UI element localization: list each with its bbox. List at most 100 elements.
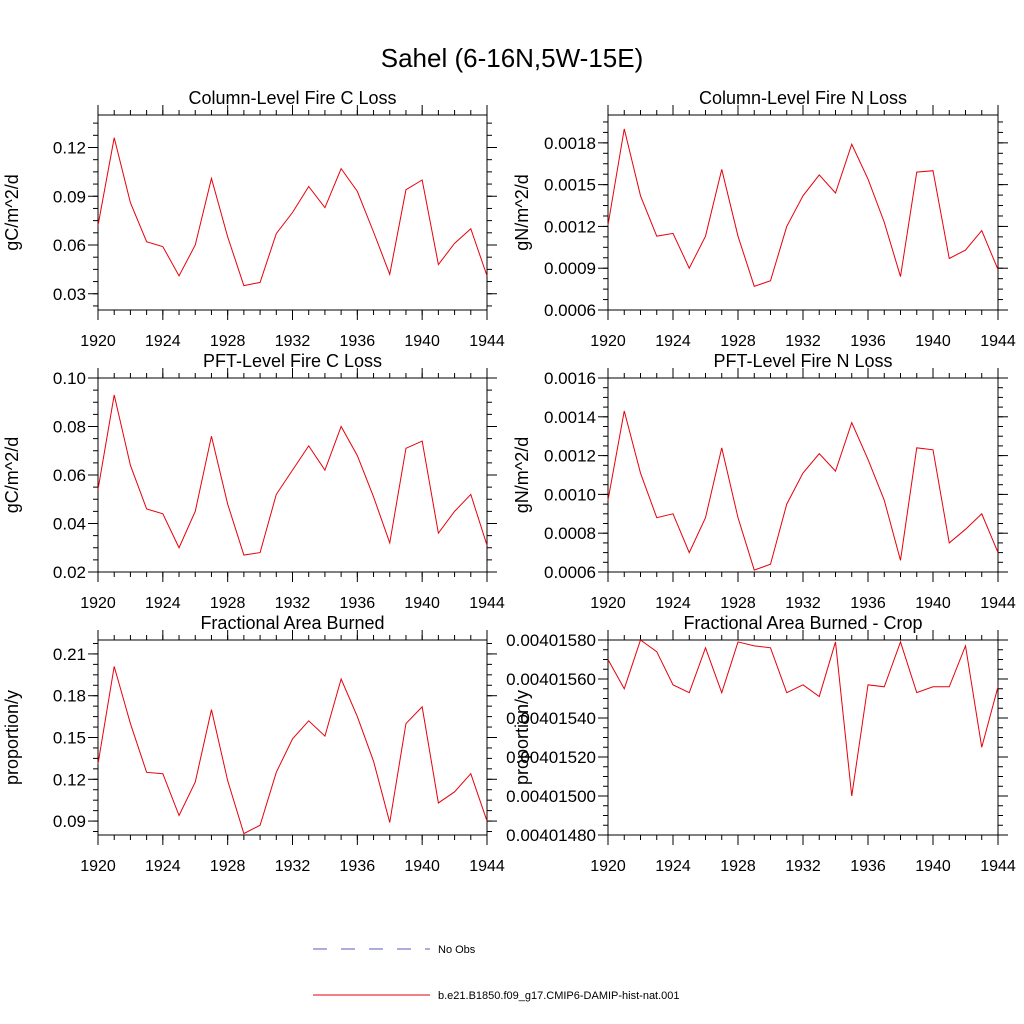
y-tick-label: 0.00401500 bbox=[506, 787, 596, 806]
x-tick-label: 1924 bbox=[655, 858, 691, 875]
legend: No Obs b.e21.B1850.f09_g17.CMIP6-DAMIP-h… bbox=[313, 944, 680, 1002]
y-axis-label: proportion/y bbox=[2, 690, 22, 785]
x-tick-label: 1936 bbox=[340, 333, 376, 350]
x-tick-label: 1944 bbox=[980, 595, 1016, 612]
panel-title: PFT-Level Fire C Loss bbox=[203, 351, 382, 371]
x-tick-label: 1920 bbox=[80, 595, 116, 612]
x-tick-label: 1924 bbox=[145, 333, 181, 350]
y-tick-label: 0.0006 bbox=[544, 301, 596, 320]
panel-title: Column-Level Fire N Loss bbox=[699, 88, 907, 108]
chart-panel-4: 1920 1924 1928 1932 1936 1940 1944 0.0006 0.0008… bbox=[512, 351, 1016, 612]
y-tick-label: 0.12 bbox=[53, 139, 86, 158]
y-tick-label: 0.15 bbox=[53, 729, 86, 748]
x-tick-label: 1920 bbox=[590, 333, 626, 350]
y-tick-label: 0.04 bbox=[53, 515, 86, 534]
y-tick-label: 0.09 bbox=[53, 812, 86, 831]
x-tick-label: 1932 bbox=[275, 595, 311, 612]
y-tick-label: 0.02 bbox=[53, 563, 86, 582]
x-tick-label: 1940 bbox=[915, 333, 951, 350]
series-line bbox=[97, 666, 488, 835]
panels: 1920 1924 1928 1932 1936 1940 1944 0.03 0.06 0.09… bbox=[2, 88, 1016, 875]
plot-frame bbox=[607, 639, 999, 836]
x-tick-label: 1936 bbox=[340, 858, 376, 875]
x-tick-label: 1940 bbox=[404, 595, 440, 612]
x-tick-label: 1932 bbox=[785, 595, 821, 612]
y-tick-label: 0.03 bbox=[53, 285, 86, 304]
x-tick-label: 1936 bbox=[340, 595, 376, 612]
series-line bbox=[607, 128, 999, 287]
plot-frame bbox=[607, 377, 999, 573]
y-axis-label: gC/m^2/d bbox=[2, 437, 22, 513]
x-tick-label: 1944 bbox=[469, 595, 505, 612]
y-tick-label: 0.09 bbox=[53, 187, 86, 206]
x-tick-label: 1944 bbox=[980, 333, 1016, 350]
x-tick-label: 1940 bbox=[404, 333, 440, 350]
legend-label-model: b.e21.B1850.f09_g17.CMIP6-DAMIP-hist-nat… bbox=[438, 990, 680, 1002]
x-tick-label: 1940 bbox=[915, 858, 951, 875]
x-tick-label: 1920 bbox=[590, 595, 626, 612]
x-tick-label: 1932 bbox=[785, 333, 821, 350]
series-line bbox=[607, 639, 999, 797]
y-axis-label: proportion/y bbox=[512, 690, 532, 785]
y-tick-label: 0.0014 bbox=[544, 408, 596, 427]
y-tick-label: 0.00401540 bbox=[506, 709, 596, 728]
y-tick-label: 0.10 bbox=[53, 369, 86, 388]
x-tick-label: 1924 bbox=[145, 595, 181, 612]
x-tick-label: 1920 bbox=[80, 858, 116, 875]
series-line bbox=[97, 137, 488, 287]
chart-panel-1: 1920 1924 1928 1932 1936 1940 1944 0.03 0.06 0.09… bbox=[2, 88, 505, 350]
y-tick-label: 0.0009 bbox=[544, 259, 596, 278]
y-tick-label: 0.0012 bbox=[544, 217, 596, 236]
y-tick-label: 0.0012 bbox=[544, 447, 596, 466]
panel-title: Fractional Area Burned bbox=[200, 613, 384, 633]
y-tick-label: 0.0018 bbox=[544, 134, 596, 153]
x-tick-label: 1928 bbox=[210, 333, 246, 350]
x-tick-label: 1936 bbox=[850, 595, 886, 612]
x-tick-label: 1924 bbox=[145, 858, 181, 875]
y-tick-label: 0.06 bbox=[53, 466, 86, 485]
y-axis-label: gC/m^2/d bbox=[2, 174, 22, 250]
x-tick-label: 1932 bbox=[275, 858, 311, 875]
y-tick-label: 0.00401520 bbox=[506, 748, 596, 767]
x-tick-label: 1940 bbox=[404, 858, 440, 875]
series-line bbox=[607, 410, 999, 571]
plot-frame bbox=[97, 639, 488, 836]
legend-label-no-obs: No Obs bbox=[438, 944, 476, 956]
y-tick-label: 0.0006 bbox=[544, 563, 596, 582]
x-tick-label: 1940 bbox=[915, 595, 951, 612]
x-tick-label: 1944 bbox=[980, 858, 1016, 875]
figure-title: Sahel (6-16N,5W-15E) bbox=[381, 43, 644, 73]
y-tick-label: 0.00401480 bbox=[506, 826, 596, 845]
x-tick-label: 1936 bbox=[850, 333, 886, 350]
panel-title: PFT-Level Fire N Loss bbox=[713, 351, 892, 371]
y-tick-label: 0.12 bbox=[53, 770, 86, 789]
x-tick-label: 1936 bbox=[850, 858, 886, 875]
plot-frame bbox=[97, 377, 488, 573]
x-tick-label: 1920 bbox=[80, 333, 116, 350]
plot-frame bbox=[607, 114, 999, 311]
y-tick-label: 0.00401580 bbox=[506, 631, 596, 650]
y-tick-label: 0.21 bbox=[53, 645, 86, 664]
chart-panel-5: 1920 1924 1928 1932 1936 1940 1944 0.09 0.12 0.15… bbox=[2, 613, 505, 875]
x-tick-label: 1928 bbox=[210, 595, 246, 612]
chart-panel-3: 1920 1924 1928 1932 1936 1940 1944 0.02 0.04 0.06… bbox=[2, 351, 505, 612]
x-tick-label: 1924 bbox=[655, 595, 691, 612]
x-tick-label: 1928 bbox=[720, 595, 756, 612]
y-tick-label: 0.06 bbox=[53, 236, 86, 255]
x-tick-label: 1932 bbox=[785, 858, 821, 875]
y-axis-label: gN/m^2/d bbox=[512, 437, 532, 513]
x-tick-label: 1928 bbox=[210, 858, 246, 875]
y-tick-label: 0.0015 bbox=[544, 176, 596, 195]
y-tick-label: 0.0016 bbox=[544, 369, 596, 388]
x-tick-label: 1932 bbox=[275, 333, 311, 350]
y-tick-label: 0.08 bbox=[53, 418, 86, 437]
x-tick-label: 1944 bbox=[469, 333, 505, 350]
x-tick-label: 1928 bbox=[720, 333, 756, 350]
y-tick-label: 0.0008 bbox=[544, 524, 596, 543]
chart-panel-6: 1920 1924 1928 1932 1936 1940 1944 0.00401480 0.… bbox=[506, 613, 1016, 875]
y-tick-label: 0.00401560 bbox=[506, 670, 596, 689]
panel-title: Fractional Area Burned - Crop bbox=[683, 613, 922, 633]
x-tick-label: 1928 bbox=[720, 858, 756, 875]
y-tick-label: 0.0010 bbox=[544, 485, 596, 504]
